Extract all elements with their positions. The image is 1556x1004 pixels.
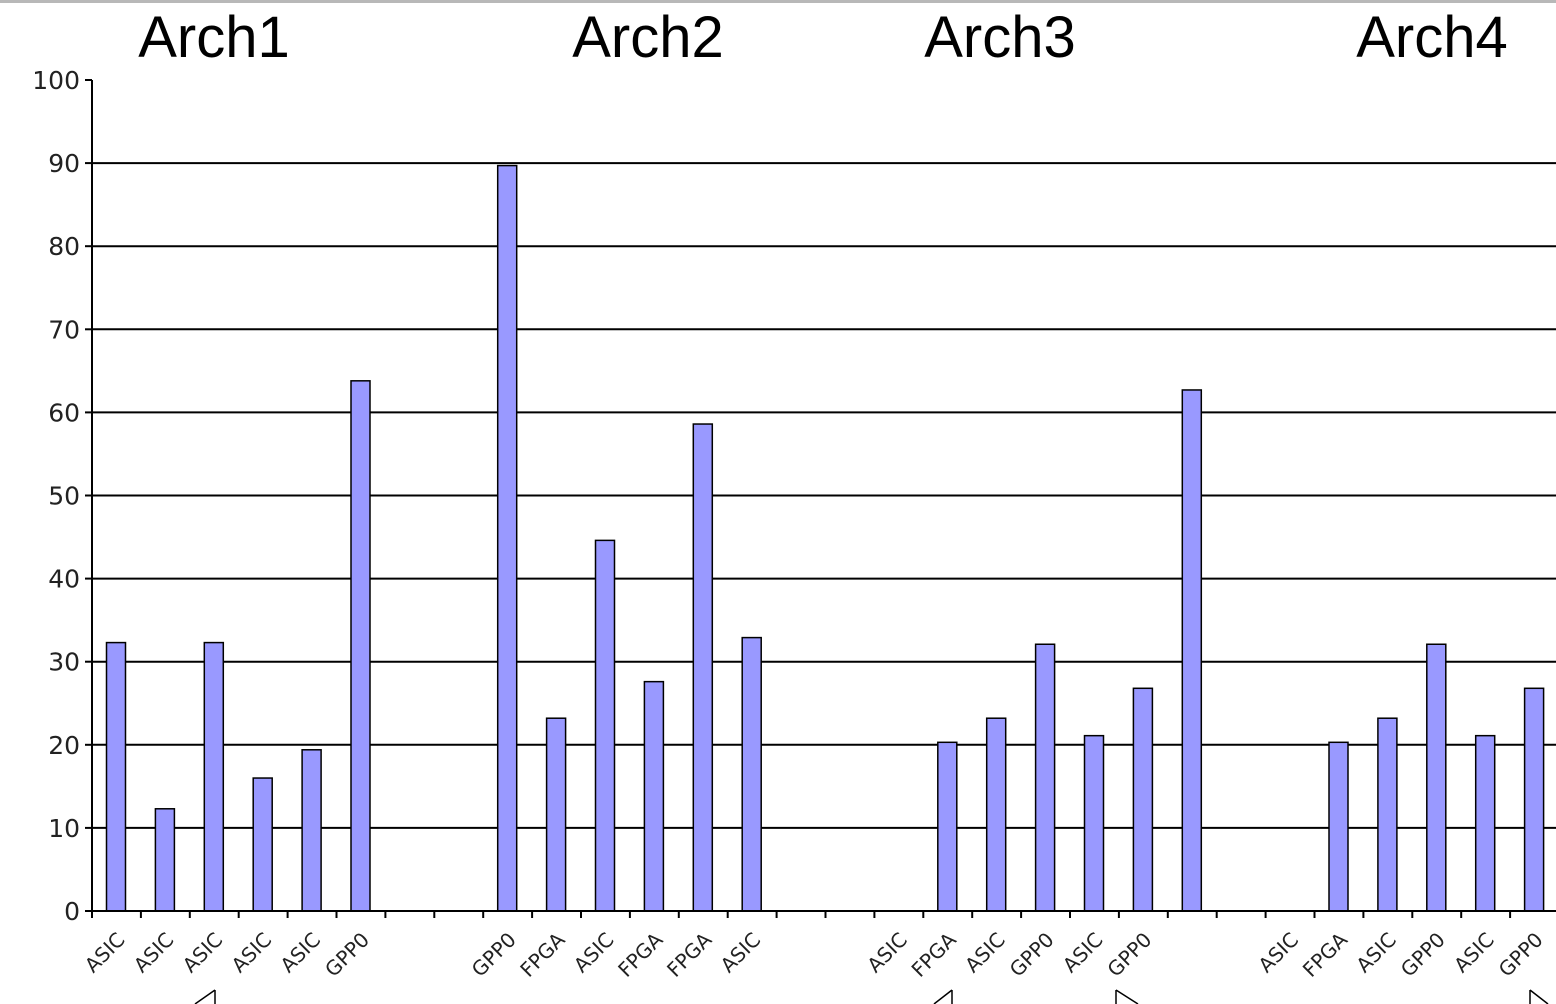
bar	[252, 777, 273, 912]
y-tick-label: 30	[48, 648, 80, 677]
x-tick-label: ASIC	[716, 928, 766, 978]
bar	[741, 636, 762, 912]
arrow-icon	[194, 989, 216, 1004]
y-tick-label: 60	[48, 398, 80, 427]
x-tick-label: GPP0	[1494, 928, 1548, 982]
group-title: Arch3	[924, 5, 1076, 70]
x-tick-label: ASIC	[1449, 928, 1499, 978]
bar	[1377, 717, 1398, 912]
x-tick-label: FPGA	[515, 927, 569, 981]
gridlines	[92, 162, 1556, 829]
y-tick-label: 80	[48, 232, 80, 261]
x-tick-label: ASIC	[1351, 928, 1401, 978]
x-tick-label: FPGA	[907, 927, 961, 981]
bar	[1132, 687, 1154, 912]
x-tick-label: ASIC	[569, 928, 619, 978]
x-tick-label: ASIC	[960, 928, 1010, 978]
bar	[350, 380, 371, 912]
bar	[105, 641, 127, 912]
x-tick-label: ASIC	[275, 928, 325, 978]
bar	[1034, 643, 1056, 912]
y-tick-label: 100	[32, 66, 80, 95]
y-tick-label: 90	[48, 149, 80, 178]
x-tick-label: ASIC	[1058, 928, 1108, 978]
x-tick-label: GPP0	[467, 928, 521, 982]
bar	[937, 741, 958, 912]
bar	[496, 164, 518, 912]
bar	[594, 539, 616, 912]
bar	[1523, 687, 1545, 912]
x-tick-label: ASIC	[227, 928, 277, 978]
group-title: Arch4	[1356, 5, 1508, 70]
x-tick-label: ASIC	[178, 928, 228, 978]
group-title: Arch2	[572, 5, 724, 70]
x-tick-label: ASIC	[862, 928, 912, 978]
bar	[692, 423, 714, 912]
arrow-icon	[1529, 989, 1549, 1004]
x-tick-label: FPGA	[1298, 927, 1352, 981]
bar	[1474, 734, 1496, 912]
y-tick-label: 70	[48, 315, 80, 344]
bar	[154, 808, 176, 912]
bar	[301, 749, 322, 912]
x-tick-label: GPP0	[1102, 928, 1156, 982]
x-tick-label: GPP0	[1396, 928, 1450, 982]
bar	[1328, 741, 1349, 912]
x-tick-label: GPP0	[320, 928, 374, 982]
y-tick-label: 20	[48, 731, 80, 760]
arrow-markers	[194, 989, 1549, 1004]
x-tick-label: ASIC	[80, 928, 130, 978]
x-tick-label: ASIC	[129, 928, 179, 978]
bar	[203, 641, 225, 912]
y-tick-label: 40	[48, 565, 80, 594]
bars	[105, 164, 1545, 912]
group-titles: Arch1 Arch2 Arch3 Arch4	[138, 5, 1508, 70]
bar	[985, 717, 1007, 912]
y-tick-label: 10	[48, 814, 80, 843]
bar	[1181, 389, 1203, 912]
arrow-icon	[933, 989, 953, 1004]
bar	[1083, 734, 1105, 912]
y-tick-label: 0	[64, 897, 80, 926]
group-title: Arch1	[138, 5, 290, 70]
y-tick-label: 50	[48, 482, 80, 511]
x-tick-label: FPGA	[613, 927, 667, 981]
bar	[1426, 643, 1447, 912]
y-tick-labels: 0 10 20 30 40 50 60 70 80 90 100	[32, 66, 80, 926]
top-border	[0, 0, 1556, 3]
x-tick-label: ASIC	[1253, 928, 1303, 978]
arrow-icon	[1115, 989, 1139, 1004]
x-tick-label: GPP0	[1005, 928, 1059, 982]
axes	[85, 79, 1556, 918]
bar	[545, 717, 567, 912]
bar	[643, 680, 665, 912]
x-tick-label: FPGA	[662, 927, 716, 981]
